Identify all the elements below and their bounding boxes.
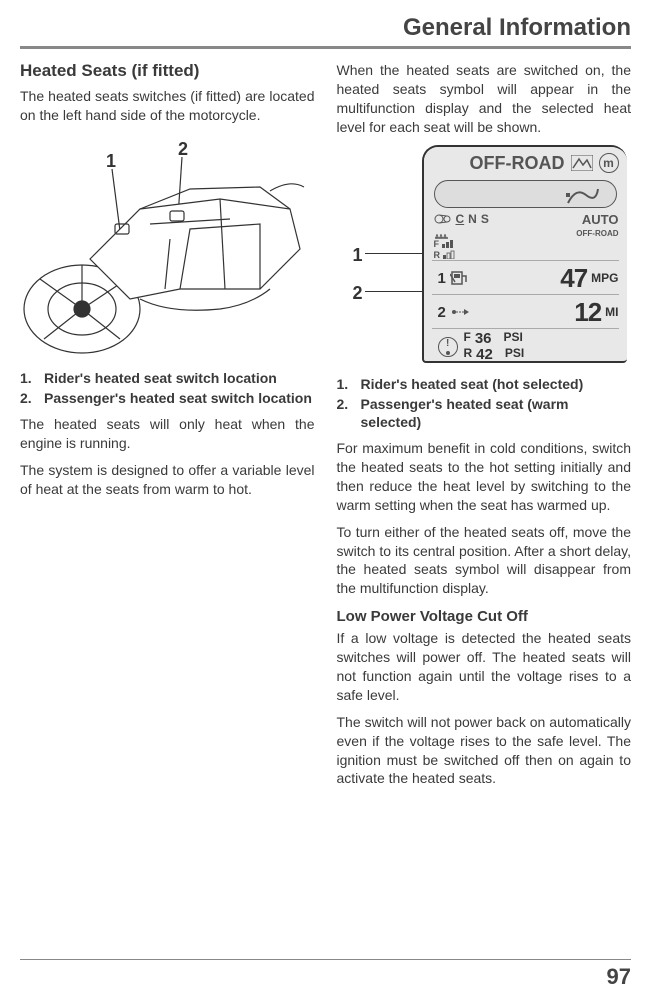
figure-caption-list: 1. Rider's heated seat switch location 2… [20, 369, 315, 407]
paragraph: The heated seats will only heat when the… [20, 415, 315, 453]
callout-1: 1 [106, 151, 116, 172]
two-column-layout: Heated Seats (if fitted) The heated seat… [20, 61, 631, 796]
paragraph: The switch will not power back on automa… [337, 713, 632, 789]
abs-row: OFF-ROAD [424, 229, 627, 239]
road-icon [566, 185, 600, 205]
letters-row: C N S AUTO [424, 212, 627, 229]
mode-m-icon: m [599, 153, 619, 173]
paragraph: To turn either of the heated seats off, … [337, 523, 632, 599]
auto-label: AUTO [582, 212, 619, 227]
caption-number: 2. [20, 389, 44, 407]
notification-bar [434, 180, 617, 208]
paragraph: For maximum benefit in cold conditions, … [337, 439, 632, 515]
right-column: When the heated seats are switched on, t… [337, 61, 632, 796]
mode-c: C [456, 212, 465, 226]
seat-heat-levels: F R [424, 239, 627, 260]
motorcycle-illustration [20, 139, 310, 359]
tire-r-label: R [464, 347, 473, 363]
distance-icon [450, 304, 470, 320]
callout-2: 2 [178, 139, 188, 160]
left-column: Heated Seats (if fitted) The heated seat… [20, 61, 315, 796]
heat-r-label: R [434, 250, 441, 260]
leader-line-1 [365, 253, 425, 254]
row2-value: 12 [574, 297, 601, 328]
caption-item: 2. Passenger's heated seat (warm selecte… [337, 395, 632, 431]
mode-row: OFF-ROAD m [424, 147, 627, 178]
footer-rule [20, 959, 631, 960]
seat-heat-icon [434, 229, 450, 239]
mountain-icon [571, 155, 593, 171]
tire-f-label: F [464, 331, 471, 348]
mode-s: S [481, 212, 489, 226]
subsection-heading: Low Power Voltage Cut Off [337, 608, 632, 625]
section-heading: Heated Seats (if fitted) [20, 61, 315, 81]
tire-f-value: 36 [475, 331, 492, 348]
motorcycle-figure: 1 2 [20, 139, 310, 359]
leader-line-2 [365, 291, 425, 292]
tire-f-unit: PSI [504, 331, 523, 348]
caption-text: Passenger's heated seat (warm selected) [361, 395, 632, 431]
caption-item: 1. Rider's heated seat switch location [20, 369, 315, 387]
caption-number: 1. [20, 369, 44, 387]
page-number: 97 [607, 964, 631, 990]
auto-mode-sub: OFF-ROAD [576, 229, 618, 238]
tire-r-value: 42 [476, 347, 493, 363]
caption-item: 1. Rider's heated seat (hot selected) [337, 375, 632, 393]
row2-index: 2 [438, 304, 446, 321]
figure-caption-list: 1. Rider's heated seat (hot selected) 2.… [337, 375, 632, 432]
mode-n: N [468, 212, 477, 226]
heat-f-label: F [434, 239, 440, 249]
row2-unit: MI [605, 305, 618, 319]
tire-warning-icon [438, 337, 458, 357]
caption-text: Rider's heated seat switch location [44, 369, 277, 387]
heat-bars-hot-icon [442, 239, 456, 248]
tire-values: F 36 PSI R 42 PSI [464, 331, 525, 363]
tire-pressure-row: F 36 PSI R 42 PSI [424, 329, 627, 363]
paragraph: The heated seats switches (if fitted) ar… [20, 87, 315, 125]
fuel-row-2: 2 12 MI [424, 295, 627, 328]
paragraph: When the heated seats are switched on, t… [337, 61, 632, 137]
header-rule [20, 46, 631, 49]
callout-1: 1 [353, 245, 363, 266]
caption-number: 1. [337, 375, 361, 393]
mode-label: OFF-ROAD [470, 153, 565, 174]
caption-number: 2. [337, 395, 361, 431]
paragraph: The system is designed to offer a variab… [20, 461, 315, 499]
caption-text: Rider's heated seat (hot selected) [361, 375, 584, 393]
multifunction-display: OFF-ROAD m [422, 145, 627, 363]
callout-2: 2 [353, 283, 363, 304]
row1-value: 47 [560, 263, 587, 294]
row1-unit: MPG [591, 271, 618, 285]
display-figure: 1 2 OFF-ROAD m [337, 145, 627, 365]
paragraph: If a low voltage is detected the heated … [337, 629, 632, 705]
tire-r-unit: PSI [505, 347, 524, 363]
heat-bars-warm-icon [443, 250, 457, 259]
caption-item: 2. Passenger's heated seat switch locati… [20, 389, 315, 407]
row1-index: 1 [438, 270, 446, 287]
fuel-pump-icon [450, 270, 470, 286]
fuel-row-1: 1 47 MPG [424, 261, 627, 294]
chapter-title: General Information [20, 14, 631, 42]
sprocket-icon [434, 212, 452, 226]
caption-text: Passenger's heated seat switch location [44, 389, 312, 407]
